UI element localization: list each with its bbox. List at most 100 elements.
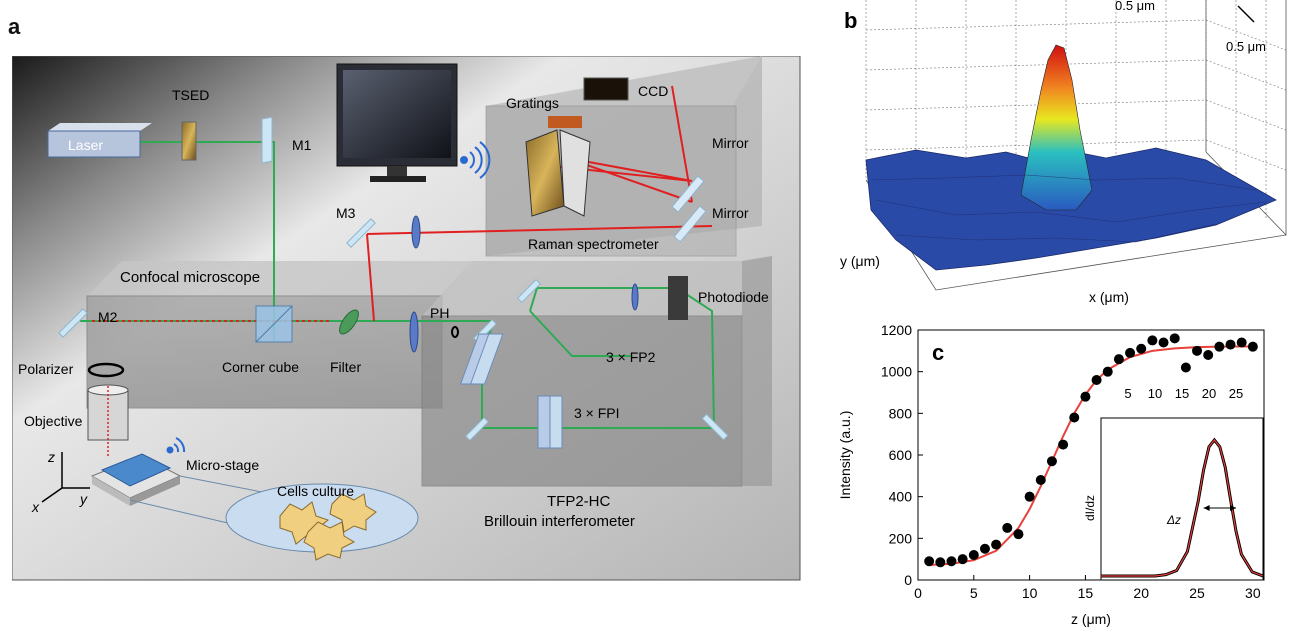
data-point [1180, 362, 1191, 373]
raman-mirror-top-icon [671, 175, 705, 213]
raman-mirror-bottom-icon [673, 205, 707, 243]
inset-data-layer [1101, 437, 1264, 578]
label-m2: M2 [98, 309, 118, 325]
inset-annotation: Δz [1166, 513, 1181, 527]
x-tick-label: 30 [1245, 585, 1261, 601]
data-point [1113, 354, 1124, 365]
label-gratings: Gratings [506, 95, 559, 111]
label-polarizer: Polarizer [18, 361, 74, 377]
surface-plot: 0.5 μm 0.5 μm y (μm) x (μm) b [840, 0, 1287, 305]
inset-curve-red [1101, 439, 1264, 577]
label-mirror-bottom: Mirror [712, 205, 749, 221]
polarizer-icon [87, 362, 125, 378]
tfp-mirror-4-icon [701, 413, 729, 441]
inset-x-tick-label: 20 [1202, 386, 1216, 401]
setup-diagram: Laser TSED M1 Gratings CCD Mirror Mirror… [12, 56, 801, 581]
inset-x-tick-label: 15 [1175, 386, 1189, 401]
data-point [1125, 347, 1136, 358]
label-micro-stage: Micro-stage [186, 457, 259, 473]
fpi-icon [537, 395, 563, 449]
data-point [1247, 341, 1258, 352]
label-objective: Objective [24, 413, 83, 429]
scale-top: 0.5 μm [1115, 0, 1155, 13]
data-point [946, 556, 957, 567]
scale-arrow-line [1237, 5, 1255, 23]
mirror-m1-icon [261, 116, 273, 164]
label-m3: M3 [336, 205, 356, 221]
stage-wireless-icon [166, 437, 186, 454]
x-tick-label: 0 [914, 585, 922, 601]
inset-frame [1100, 417, 1264, 581]
label-ccd: CCD [638, 83, 668, 99]
y-ticks: 0 200 400 600 800 1000 1200 [881, 322, 923, 588]
photodiode-icon [668, 276, 688, 320]
data-point [1192, 345, 1203, 356]
mirror-m3-icon [346, 218, 376, 248]
culture-link-line-2 [179, 475, 273, 495]
culture-link-line [129, 499, 233, 525]
inset-x-tick-label: 25 [1229, 386, 1243, 401]
fp2-icon [459, 333, 504, 385]
data-point [935, 557, 946, 568]
label-m1: M1 [292, 137, 312, 153]
delta-z-arrowhead-right [1230, 505, 1236, 511]
label-filter: Filter [330, 359, 361, 375]
laser-icon [47, 123, 152, 158]
wireless-icon [460, 141, 491, 179]
chart-data-layer [924, 333, 1258, 568]
panel-letter-a: a [8, 14, 21, 39]
label-raman: Raman spectrometer [528, 236, 659, 252]
lens-3-icon [631, 283, 639, 311]
data-point [1013, 529, 1024, 540]
y-tick-label: 400 [889, 489, 913, 505]
surface-peak [1020, 44, 1093, 211]
data-point [1147, 335, 1158, 346]
intensity-chart: 0 200 400 600 800 1000 1200 0 5 10 15 20 25 30 c Int… [837, 322, 1265, 627]
tfp-mirror-1-icon [516, 278, 542, 304]
y-tick-label: 1200 [881, 322, 912, 338]
inset-x-tick-label: 5 [1124, 386, 1131, 401]
data-point [1091, 375, 1102, 385]
label-fp2: 3 × FP2 [606, 349, 656, 365]
gratings-icon [525, 116, 591, 217]
data-point [1225, 339, 1236, 350]
label-photodiode: Photodiode [698, 289, 769, 305]
filter-icon [339, 309, 359, 335]
data-point [991, 539, 1002, 550]
surface-grid [865, 0, 1287, 220]
data-point [1024, 491, 1035, 502]
data-point [1002, 522, 1013, 533]
corner-cube-icon [255, 305, 293, 343]
axis-y-label: y [79, 491, 88, 507]
surface-ylabel: y (μm) [840, 253, 880, 269]
cells-icon [279, 493, 377, 561]
label-cells: Cells culture [277, 483, 354, 499]
pinhole-icon [451, 326, 459, 338]
x-ticks: 0 5 10 15 20 25 30 [914, 575, 1261, 601]
xyz-axes-icon [41, 452, 90, 503]
x-tick-label: 5 [970, 585, 978, 601]
data-point [1102, 366, 1113, 377]
axis-z-label: z [47, 449, 55, 465]
tfp-interferometer-box [421, 256, 772, 487]
lens-2-icon [409, 311, 419, 353]
label-ph: PH [430, 305, 449, 321]
panel-letter-b: b [844, 8, 857, 33]
data-point [1158, 337, 1169, 348]
monitor-icon [336, 63, 458, 182]
y-tick-label: 1000 [881, 364, 912, 380]
y-axis-label: Intensity (a.u.) [837, 411, 853, 500]
inset-x-tick-label: 10 [1148, 386, 1162, 401]
data-point [1136, 343, 1147, 354]
y-tick-label: 200 [889, 530, 913, 546]
data-point [1169, 333, 1180, 344]
x-tick-label: 15 [1078, 585, 1094, 601]
x-tick-label: 20 [1133, 585, 1149, 601]
data-point [1080, 391, 1091, 402]
axis-x-label: x [31, 499, 40, 515]
inset-ylabel: dI/dz [1083, 495, 1097, 521]
inset-x-ticks: 5 10 15 20 25 [1124, 386, 1243, 401]
data-point [1035, 475, 1046, 485]
y-tick-label: 600 [889, 447, 913, 463]
label-tsed: TSED [172, 87, 209, 103]
